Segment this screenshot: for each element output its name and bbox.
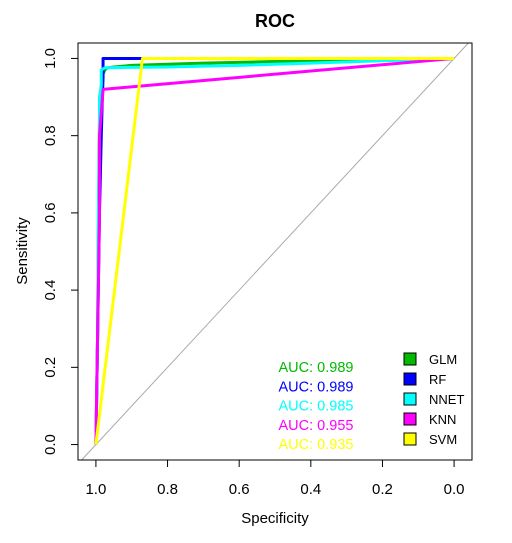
y-tick-label: 0.2: [42, 357, 59, 378]
legend-swatch-rf: [403, 372, 417, 386]
x-axis: 1.0 0.8 0.6 0.4 0.2 0.0: [85, 460, 465, 498]
roc-curve-knn: [94, 56, 455, 445]
auc-labels: AUC: 0.989 AUC: 0.989 AUC: 0.985 AUC: 0.955…: [279, 360, 354, 453]
y-axis-label: Sensitivity: [14, 217, 31, 285]
legend-label-svm: SVM: [429, 432, 457, 447]
y-tick-label: 0.0: [42, 434, 59, 455]
diagonal-layer: [81, 42, 469, 461]
roc-curve-svm: [94, 56, 455, 445]
plot-frame: [77, 42, 473, 461]
legend-swatch-knn: [403, 412, 417, 426]
auc-label-nnet: AUC: 0.985: [279, 399, 354, 415]
y-tick-label: 0.6: [42, 202, 59, 223]
x-tick-label: 0.6: [229, 481, 250, 498]
x-tick-label: 0.2: [372, 481, 393, 498]
diagonal-reference-line: [81, 42, 469, 461]
legend-label-rf: RF: [429, 372, 446, 387]
series-layer: [94, 56, 455, 445]
auc-label-svm: AUC: 0.935: [279, 437, 354, 453]
auc-label-rf: AUC: 0.989: [279, 379, 354, 395]
x-tick-label: 0.8: [157, 481, 178, 498]
legend-swatch-svm: [403, 432, 417, 446]
legend-label-knn: KNN: [429, 412, 456, 427]
y-tick-label: 0.8: [42, 125, 59, 146]
legend-swatch-nnet: [403, 392, 417, 406]
y-tick-label: 1.0: [42, 48, 59, 69]
x-tick-label: 1.0: [85, 481, 106, 498]
legend-label-glm: GLM: [429, 352, 457, 367]
x-axis-label: Specificity: [241, 510, 309, 527]
y-tick-label: 0.4: [42, 280, 59, 301]
legend-label-nnet: NNET: [429, 392, 464, 407]
x-tick-label: 0.4: [300, 481, 321, 498]
auc-label-knn: AUC: 0.955: [279, 418, 354, 434]
legend: GLM RF NNET KNN SVM: [403, 352, 464, 447]
y-axis: 0.0 0.2 0.4 0.6 0.8 1.0: [42, 48, 78, 455]
auc-label-glm: AUC: 0.989: [279, 360, 354, 376]
legend-swatch-glm: [403, 352, 417, 366]
x-tick-label: 0.0: [444, 481, 465, 498]
chart-title: ROC: [255, 11, 295, 31]
